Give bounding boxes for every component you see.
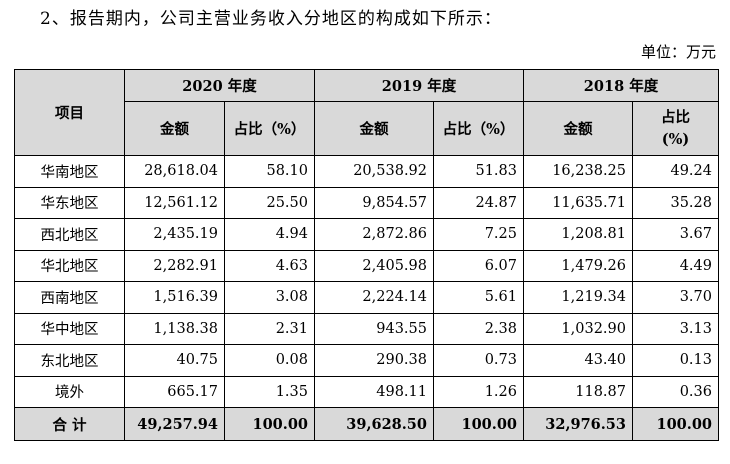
total-row: 合 计 49,257.94 100.00 39,628.50 100.00 32… [14, 407, 719, 441]
ratio-cell: 0.08 [224, 344, 315, 377]
amount-cell: 1,479.26 [523, 249, 633, 282]
ratio-cell: 35.28 [632, 186, 719, 219]
amount-cell: 2,224.14 [314, 281, 434, 314]
year-header-row: 项目 2020 年度 2019 年度 2018 年度 [14, 69, 719, 156]
ratio-header-2018: 占比 (%) [632, 101, 719, 156]
amount-header: 金额 [314, 101, 434, 156]
amount-cell: 40.75 [124, 344, 225, 377]
ratio-cell: 4.94 [224, 218, 315, 251]
region-cell: 西北地区 [14, 218, 125, 251]
amount-cell: 12,561.12 [124, 186, 225, 219]
ratio-header: 占比（%） [433, 101, 524, 156]
unit-label: 单位：万元 [640, 43, 716, 61]
ratio-cell: 0.73 [433, 344, 524, 377]
total-ratio-cell: 100.00 [433, 407, 524, 441]
amount-cell: 943.55 [314, 312, 434, 345]
amount-cell: 118.87 [523, 375, 633, 408]
ratio-cell: 0.13 [632, 344, 719, 377]
ratio-header-line1: 占比 [661, 108, 690, 126]
table-row: 华南地区 28,618.04 58.10 20,538.92 51.83 16,… [14, 155, 719, 188]
ratio-cell: 3.67 [632, 218, 719, 251]
table-row: 华中地区 1,138.38 2.31 943.55 2.38 1,032.90 … [14, 312, 719, 345]
amount-cell: 290.38 [314, 344, 434, 377]
amount-cell: 2,872.86 [314, 218, 434, 251]
ratio-cell: 2.38 [433, 312, 524, 345]
region-cell: 华东地区 [14, 186, 125, 219]
amount-cell: 28,618.04 [124, 155, 225, 188]
table-row: 华东地区 12,561.12 25.50 9,854.57 24.87 11,6… [14, 186, 719, 219]
amount-cell: 11,635.71 [523, 186, 633, 219]
amount-cell: 1,219.34 [523, 281, 633, 314]
amount-cell: 2,435.19 [124, 218, 225, 251]
table-row: 西南地区 1,516.39 3.08 2,224.14 5.61 1,219.3… [14, 281, 719, 314]
ratio-cell: 1.26 [433, 375, 524, 408]
subheader-row: 金额 占比（%） 金额 占比（%） 金额 占比 (%) [15, 101, 719, 156]
ratio-cell: 3.13 [632, 312, 719, 345]
amount-cell: 43.40 [523, 344, 633, 377]
ratio-cell: 58.10 [224, 155, 315, 188]
ratio-cell: 49.24 [632, 155, 719, 188]
section-heading: 2、报告期内，公司主营业务收入分地区的构成如下所示： [40, 9, 502, 29]
amount-cell: 1,032.90 [523, 312, 633, 345]
year-header-2018: 2018 年度 [523, 69, 719, 102]
total-amount-cell: 39,628.50 [314, 407, 434, 441]
table-row: 东北地区 40.75 0.08 290.38 0.73 43.40 0.13 [14, 344, 719, 377]
amount-cell: 2,282.91 [124, 249, 225, 282]
revenue-by-region-table: 项目 2020 年度 2019 年度 2018 年度 金额 占比（%） 金额 占… [14, 69, 719, 441]
ratio-cell: 25.50 [224, 186, 315, 219]
item-header: 项目 [14, 69, 125, 156]
region-cell: 华南地区 [14, 155, 125, 188]
ratio-header: 占比（%） [224, 101, 315, 156]
amount-header: 金额 [124, 101, 225, 156]
amount-cell: 9,854.57 [314, 186, 434, 219]
amount-cell: 1,516.39 [124, 281, 225, 314]
amount-cell: 1,208.81 [523, 218, 633, 251]
table-row: 华北地区 2,282.91 4.63 2,405.98 6.07 1,479.2… [14, 249, 719, 282]
ratio-cell: 3.08 [224, 281, 315, 314]
ratio-cell: 24.87 [433, 186, 524, 219]
region-cell: 华北地区 [14, 249, 125, 282]
total-amount-cell: 49,257.94 [124, 407, 225, 441]
ratio-cell: 4.49 [632, 249, 719, 282]
ratio-cell: 51.83 [433, 155, 524, 188]
ratio-cell: 3.70 [632, 281, 719, 314]
ratio-cell: 7.25 [433, 218, 524, 251]
region-cell: 境外 [14, 375, 125, 408]
total-ratio-cell: 100.00 [632, 407, 719, 441]
ratio-cell: 4.63 [224, 249, 315, 282]
year-header-2019: 2019 年度 [314, 69, 524, 102]
table-row: 境外 665.17 1.35 498.11 1.26 118.87 0.36 [14, 375, 719, 408]
year-header-2020: 2020 年度 [124, 69, 315, 102]
ratio-header-line2: (%) [661, 130, 690, 148]
total-amount-cell: 32,976.53 [523, 407, 633, 441]
amount-cell: 498.11 [314, 375, 434, 408]
ratio-cell: 0.36 [632, 375, 719, 408]
region-cell: 华中地区 [14, 312, 125, 345]
amount-cell: 16,238.25 [523, 155, 633, 188]
amount-cell: 20,538.92 [314, 155, 434, 188]
ratio-cell: 1.35 [224, 375, 315, 408]
ratio-cell: 5.61 [433, 281, 524, 314]
ratio-cell: 2.31 [224, 312, 315, 345]
region-cell: 东北地区 [14, 344, 125, 377]
amount-cell: 665.17 [124, 375, 225, 408]
region-cell: 西南地区 [14, 281, 125, 314]
total-label: 合 计 [14, 407, 125, 441]
table-row: 西北地区 2,435.19 4.94 2,872.86 7.25 1,208.8… [14, 218, 719, 251]
amount-header: 金额 [523, 101, 633, 156]
amount-cell: 2,405.98 [314, 249, 434, 282]
total-ratio-cell: 100.00 [224, 407, 315, 441]
amount-cell: 1,138.38 [124, 312, 225, 345]
ratio-cell: 6.07 [433, 249, 524, 282]
